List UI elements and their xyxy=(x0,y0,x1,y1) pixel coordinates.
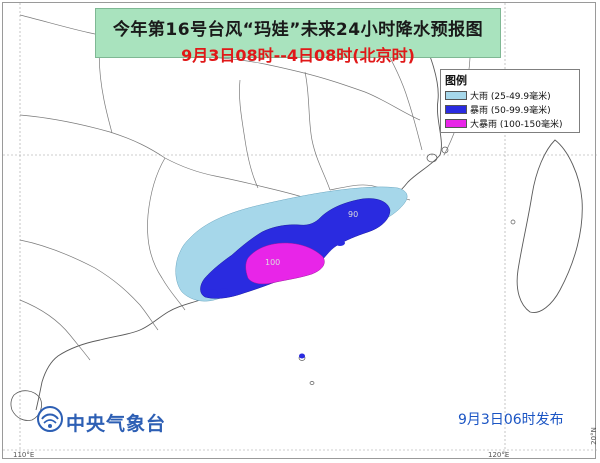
map-title-box: 今年第16号台风“玛娃”未来24小时降水预报图 9月3日08时--4日08时(北… xyxy=(95,8,501,65)
grid-lines xyxy=(3,3,597,458)
contour-label: 90 xyxy=(348,210,359,219)
map-subtitle: 9月3日08时--4日08时(北京时) xyxy=(181,46,415,65)
legend-swatch xyxy=(445,119,467,128)
legend-swatch xyxy=(445,105,467,114)
longitude-label: 110°E xyxy=(13,451,35,459)
map-title: 今年第16号台风“玛娃”未来24小时降水预报图 xyxy=(112,20,484,40)
legend-label: 大暴雨 (100-150毫米) xyxy=(470,120,563,130)
legend-swatch xyxy=(445,91,467,100)
legend-item-downpour: 大暴雨 (100-150毫米) xyxy=(445,117,563,130)
legend-item-heavy-rain: 大雨 (25-49.9毫米) xyxy=(445,89,551,102)
map-frame xyxy=(2,2,596,459)
coastal-rain-patches xyxy=(206,240,345,359)
cma-logo-icon xyxy=(37,406,63,432)
island-coastline xyxy=(10,390,42,421)
legend-title: 图例 xyxy=(445,74,467,87)
downpour-area xyxy=(245,242,325,285)
taiwan-coastline xyxy=(516,139,583,313)
contour-label: 100 xyxy=(265,258,281,267)
latitude-label: 20°N xyxy=(589,427,598,445)
longitude-label: 120°E xyxy=(488,451,510,459)
agency-name: 中央气象台 xyxy=(66,413,167,435)
issue-time: 9月3日06时发布 xyxy=(458,412,564,428)
legend: 图例 大雨 (25-49.9毫米) 暴雨 (50-99.9毫米) 大暴雨 (10… xyxy=(440,69,580,133)
legend-label: 大雨 (25-49.9毫米) xyxy=(470,92,551,102)
legend-label: 暴雨 (50-99.9毫米) xyxy=(470,106,551,116)
legend-item-torrential-rain: 暴雨 (50-99.9毫米) xyxy=(445,103,551,116)
